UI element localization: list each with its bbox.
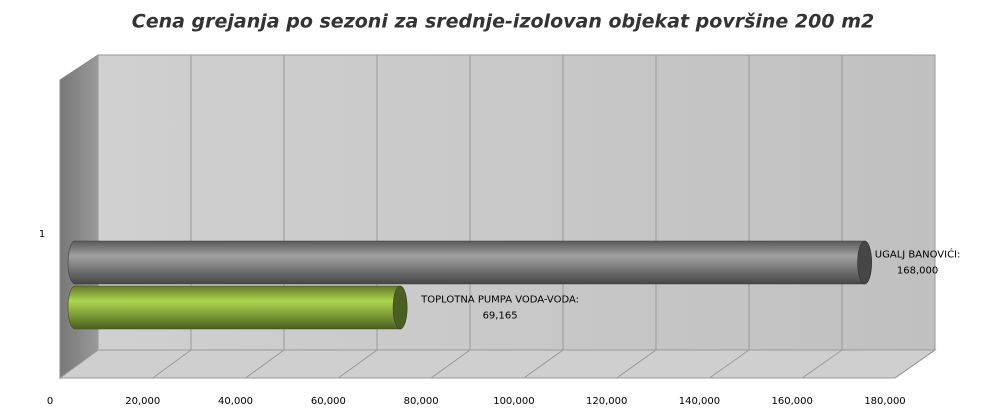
data-label-name: UGALJ BANOVIĆI: xyxy=(875,248,961,261)
bar-cap xyxy=(392,285,408,330)
x-tick-label: 0 xyxy=(47,396,53,407)
floor-grid-line xyxy=(430,349,471,379)
floor-grid-line xyxy=(801,349,843,379)
bar xyxy=(67,285,408,330)
floor-grid-line xyxy=(338,349,378,379)
floor-grid-line xyxy=(894,349,936,379)
x-tick-label: 40,000 xyxy=(218,396,253,407)
floor-grid-line xyxy=(152,349,192,379)
bar xyxy=(67,240,872,285)
data-label: 69,165 xyxy=(483,311,518,322)
x-tick-label: 20,000 xyxy=(125,396,160,407)
x-tick-label: 100,000 xyxy=(493,396,534,407)
x-tick-label: 140,000 xyxy=(679,396,720,407)
x-tick-label: 80,000 xyxy=(404,396,439,407)
bar-cap xyxy=(857,240,872,285)
floor xyxy=(58,349,937,379)
floor-grid-line xyxy=(245,349,285,379)
x-tick-label: 180,000 xyxy=(864,396,905,407)
x-tick-label: 120,000 xyxy=(586,396,627,407)
floor-grid-line xyxy=(59,349,99,379)
x-tick-label: 60,000 xyxy=(311,396,346,407)
data-label-name: TOPLOTNA PUMPA VODA-VODA: xyxy=(420,295,579,306)
y-tick-label: 1 xyxy=(39,229,45,240)
data-label: 168,000 xyxy=(897,266,938,277)
floor-grid-line xyxy=(523,349,564,379)
floor-grid-line xyxy=(616,349,657,379)
floor-grid-line xyxy=(709,349,750,379)
side-wall xyxy=(59,54,99,379)
chart-title: Cena grejanja po sezoni za srednje-izolo… xyxy=(132,11,874,33)
x-tick-label: 160,000 xyxy=(772,396,813,407)
